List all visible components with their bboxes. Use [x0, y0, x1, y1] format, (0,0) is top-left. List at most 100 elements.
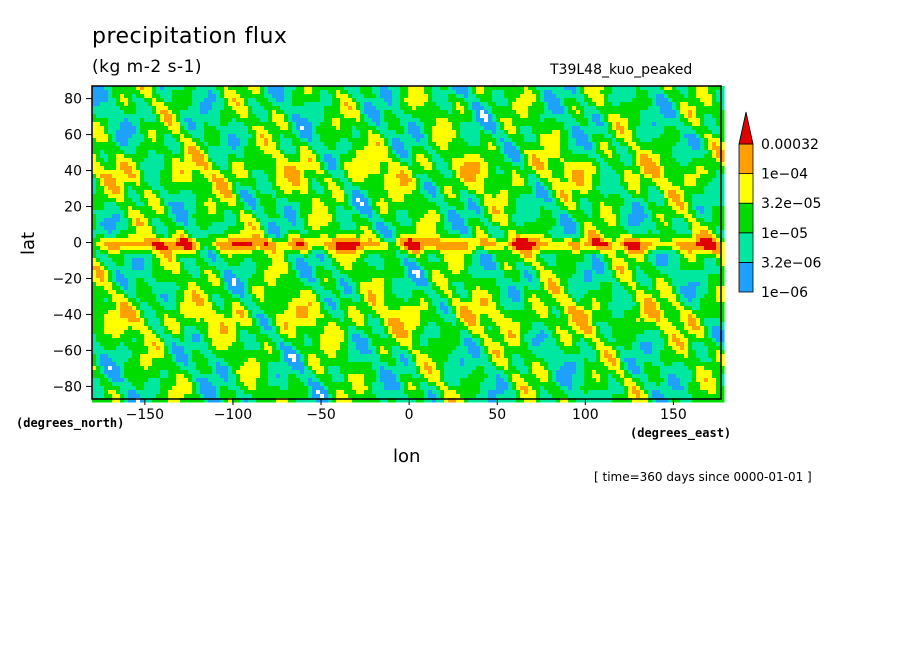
field-cell — [540, 102, 545, 107]
field-cell — [136, 98, 141, 103]
field-cell — [608, 202, 613, 207]
field-cell — [184, 178, 189, 183]
field-cell — [280, 134, 285, 139]
field-cell — [240, 114, 245, 119]
field-cell — [720, 190, 725, 195]
field-cell — [580, 150, 585, 155]
field-cell — [596, 198, 601, 203]
field-cell — [416, 118, 421, 123]
field-cell — [180, 130, 185, 135]
field-cell — [188, 122, 193, 127]
field-cell — [260, 166, 265, 171]
field-cell — [320, 186, 325, 191]
field-cell — [516, 186, 521, 191]
field-cell — [692, 86, 697, 91]
field-cell — [132, 118, 137, 123]
field-cell — [120, 194, 125, 199]
field-cell — [676, 106, 681, 111]
field-cell — [104, 134, 109, 139]
field-cell — [308, 170, 313, 175]
field-cell — [244, 146, 249, 151]
field-cell — [704, 106, 709, 111]
field-cell — [220, 86, 225, 91]
field-cell — [612, 198, 617, 203]
field-cell — [536, 194, 541, 199]
field-cell — [244, 198, 249, 203]
field-cell — [108, 142, 113, 147]
field-cell — [380, 134, 385, 139]
field-cell — [420, 122, 425, 127]
field-cell — [236, 154, 241, 159]
field-cell — [256, 102, 261, 107]
field-cell — [272, 166, 277, 171]
field-cell — [268, 190, 273, 195]
field-cell — [540, 122, 545, 127]
field-cell — [704, 202, 709, 207]
field-cell — [256, 86, 261, 91]
field-cell — [364, 210, 369, 215]
field-cell — [128, 190, 133, 195]
field-cell — [200, 162, 205, 167]
field-cell — [216, 210, 221, 215]
field-cell — [612, 166, 617, 171]
field-cell — [712, 142, 717, 147]
field-cell — [556, 86, 561, 91]
field-cell — [308, 98, 313, 103]
field-cell — [456, 86, 461, 91]
field-cell — [252, 162, 257, 167]
field-cell — [644, 182, 649, 187]
field-cell — [620, 194, 625, 199]
field-cell — [404, 122, 409, 127]
field-cell — [504, 130, 509, 135]
field-cell — [320, 166, 325, 171]
field-cell — [328, 194, 333, 199]
field-cell — [112, 102, 117, 107]
field-cell — [216, 166, 221, 171]
field-cell — [328, 130, 333, 135]
field-cell — [684, 90, 689, 95]
field-cell — [220, 186, 225, 191]
field-cell — [360, 210, 365, 215]
field-cell — [364, 86, 369, 91]
field-cell — [692, 202, 697, 207]
field-cell — [144, 150, 149, 155]
field-cell — [132, 202, 137, 207]
field-cell — [116, 210, 121, 215]
field-cell — [444, 126, 449, 131]
field-cell — [272, 206, 277, 211]
field-cell — [628, 126, 633, 131]
field-cell — [472, 158, 477, 163]
field-cell — [700, 186, 705, 191]
field-cell — [184, 166, 189, 171]
field-cell — [108, 106, 113, 111]
field-cell — [368, 94, 373, 99]
field-cell — [264, 190, 269, 195]
field-cell — [388, 154, 393, 159]
field-cell — [132, 130, 137, 135]
field-cell — [228, 98, 233, 103]
field-cell — [636, 198, 641, 203]
field-cell — [296, 138, 301, 143]
field-cell — [112, 178, 117, 183]
field-cell — [480, 186, 485, 191]
field-cell — [196, 146, 201, 151]
field-cell — [620, 118, 625, 123]
field-cell — [224, 106, 229, 111]
field-cell — [624, 186, 629, 191]
field-cell — [144, 110, 149, 115]
field-cell — [328, 150, 333, 155]
field-cell — [644, 162, 649, 167]
field-cell — [268, 166, 273, 171]
field-cell — [268, 194, 273, 199]
field-cell — [212, 86, 217, 91]
field-cell — [560, 194, 565, 199]
field-cell — [572, 130, 577, 135]
field-cell — [600, 154, 605, 159]
field-cell — [436, 166, 441, 171]
field-cell — [368, 210, 373, 215]
field-cell — [660, 86, 665, 91]
field-cell — [116, 130, 121, 135]
field-cell — [544, 118, 549, 123]
field-cell — [424, 154, 429, 159]
field-cell — [192, 142, 197, 147]
